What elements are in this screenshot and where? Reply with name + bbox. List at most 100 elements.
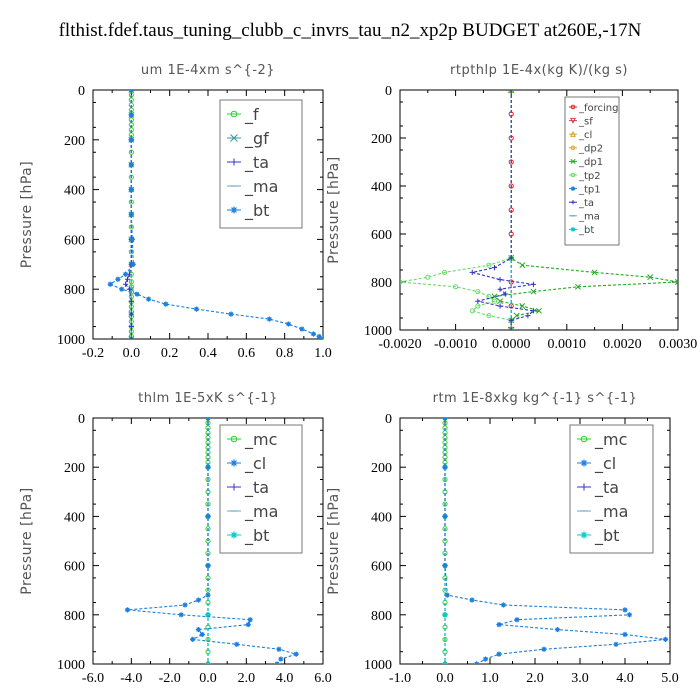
y-tick-label: 1000 — [364, 658, 392, 673]
panel-title: rtpthlp 1E-4x(kg K)/(kg s) — [450, 63, 628, 78]
legend-label: _ta — [578, 198, 594, 209]
legend-label: _bt — [244, 526, 269, 546]
legend-label: _mc — [594, 430, 627, 450]
y-axis-label: Pressure [hPa] — [326, 487, 342, 594]
legend-label: _sf — [578, 116, 593, 127]
y-tick-label: 600 — [64, 560, 85, 575]
series-point-cl — [205, 513, 211, 519]
series-point-ta — [508, 90, 514, 93]
legend-marker — [570, 172, 576, 178]
series-point-bt — [128, 211, 134, 218]
series-point-cl — [205, 418, 211, 421]
series-point-forcing — [508, 183, 514, 189]
legend-label: _bt — [594, 526, 619, 546]
legend-label: _f — [244, 105, 259, 125]
series-point-ta — [122, 281, 129, 287]
x-tick-label: 0.0 — [199, 671, 217, 686]
legend-label: _forcing — [578, 103, 619, 114]
series-point-dp1 — [491, 293, 498, 300]
series-point-cl — [234, 641, 240, 647]
legend-marker — [570, 186, 576, 191]
chart-panel-3: thlm 1E-5xK s^{-1} Pressure [hPa] 0 200 400 6… — [19, 391, 332, 686]
x-tick-label: 3.0 — [571, 671, 589, 686]
series-point-ta — [128, 323, 134, 330]
legend-marker — [230, 459, 238, 467]
legend-label: _mc — [244, 430, 277, 450]
x-tick-label: 4.0 — [616, 671, 634, 686]
series-point-bt — [193, 306, 200, 312]
series-line-ta — [472, 90, 535, 330]
y-axis-label: Pressure [hPa] — [326, 156, 342, 263]
series-point-bt — [442, 661, 448, 664]
legend-marker — [570, 227, 576, 232]
series-group — [107, 90, 323, 339]
series-point-cl — [444, 592, 450, 598]
series-point-cl — [205, 592, 211, 598]
series-group — [442, 418, 669, 664]
series-point-forcing — [508, 159, 514, 165]
series-point-bt — [163, 301, 169, 307]
legend-marker — [230, 158, 238, 166]
series-point-cl — [496, 651, 502, 657]
series-point-bt — [128, 112, 134, 118]
series-point-cl — [274, 661, 280, 664]
series-point-bt — [130, 261, 136, 267]
series-point-ta — [124, 276, 131, 282]
y-tick-label: 600 — [371, 560, 392, 575]
series-point-bt — [128, 137, 134, 143]
series-point-tp2 — [469, 308, 475, 314]
series-point-bt — [299, 326, 305, 332]
series-point-bt — [134, 291, 140, 297]
series-point-dp1 — [519, 303, 526, 309]
series-point-bt — [107, 281, 113, 287]
series-point-tp2 — [475, 289, 481, 295]
legend: _f _gf _ta _ma _bt — [219, 99, 303, 229]
plot-frame — [399, 89, 679, 331]
series-point-mc — [205, 476, 211, 483]
series-point-cl — [278, 656, 284, 662]
series-point-cl — [514, 617, 520, 623]
series-point-ta — [525, 313, 531, 319]
series-point-cl — [541, 646, 547, 652]
series-point-cl — [247, 617, 253, 623]
legend-marker — [230, 483, 238, 491]
series-point-cl — [613, 641, 619, 647]
series-point-ta — [530, 281, 537, 287]
series-point-ta — [128, 299, 134, 305]
series-point-cl — [195, 626, 202, 633]
series-point-ta — [469, 269, 475, 275]
x-tick-label: 0.4 — [199, 346, 217, 361]
series-point-bt — [205, 661, 211, 664]
series-point-cl — [205, 464, 211, 470]
legend-label: _ma — [594, 502, 628, 522]
x-tick-label: 1.0 — [314, 346, 332, 361]
series-point-bt — [285, 321, 292, 327]
x-tick-label: 4.0 — [276, 671, 294, 686]
series-point-cl — [622, 607, 628, 613]
series-point-ta — [497, 303, 503, 309]
legend-label: _cl — [594, 454, 616, 474]
series-point-mc — [442, 476, 448, 483]
legend-label: _cl — [244, 454, 266, 474]
series-point-cl — [442, 464, 448, 470]
series-point-mc — [442, 501, 448, 507]
series-point-tp2 — [425, 274, 431, 280]
legend-label: _cl — [578, 130, 592, 141]
y-tick-label: 200 — [371, 132, 392, 147]
x-tick-label: -0.2 — [82, 346, 104, 361]
series-point-dp1 — [513, 312, 520, 319]
y-tick-label: 800 — [64, 283, 85, 298]
x-tick-label: 0.0020 — [603, 337, 642, 352]
series-point-tp2 — [486, 313, 492, 319]
y-tick-label: 200 — [64, 134, 85, 149]
legend-marker — [580, 459, 588, 467]
y-tick-label: 1000 — [57, 658, 85, 673]
series-point-bt — [122, 271, 129, 277]
series-point-f — [128, 279, 134, 285]
chart-panel-2: rtpthlp 1E-4x(kg K)/(kg s) Pressure [hPa]… — [326, 63, 697, 352]
panel-title: thlm 1E-5xK s^{-1} — [138, 391, 278, 406]
series-point-dp1 — [530, 288, 537, 295]
legend-label: _ma — [244, 177, 278, 197]
